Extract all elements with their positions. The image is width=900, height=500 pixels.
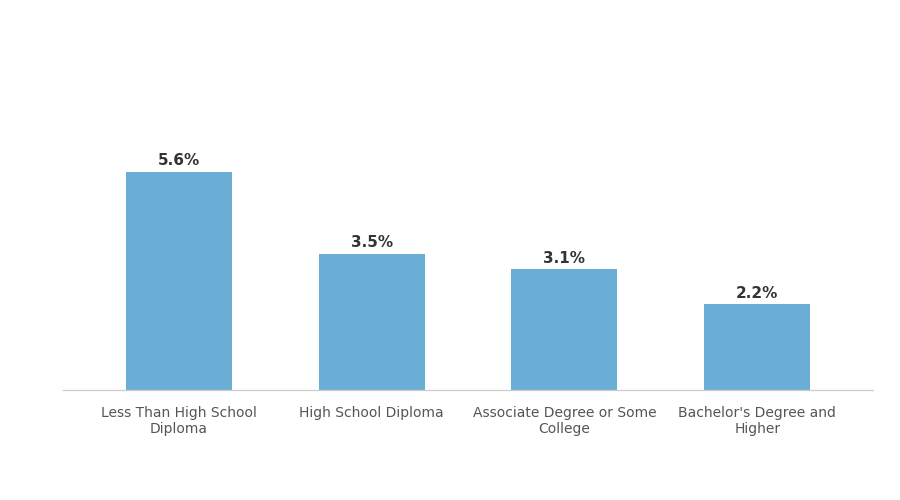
Bar — [704, 304, 810, 390]
Bar — [126, 172, 232, 390]
Text: 3.5%: 3.5% — [350, 235, 392, 250]
Text: 5.6%: 5.6% — [158, 154, 200, 168]
Text: 2.2%: 2.2% — [736, 286, 778, 300]
Text: 3.1%: 3.1% — [544, 250, 585, 266]
Bar — [511, 270, 617, 390]
Bar — [319, 254, 425, 390]
